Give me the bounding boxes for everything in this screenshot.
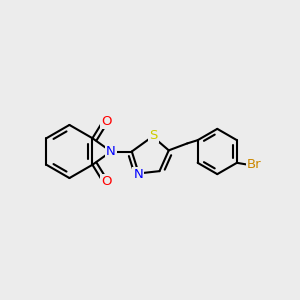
Text: S: S [149,129,158,142]
Text: O: O [101,115,112,128]
Text: N: N [106,145,116,158]
Text: N: N [134,168,143,181]
Text: O: O [101,175,112,188]
Text: Br: Br [247,158,261,171]
